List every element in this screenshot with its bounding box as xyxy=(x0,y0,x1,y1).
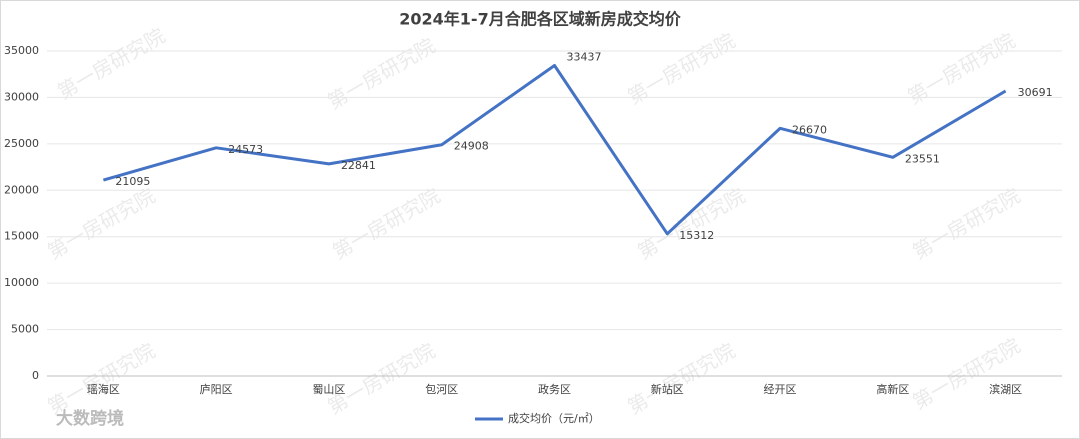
x-tick-label: 高新区 xyxy=(876,382,909,396)
data-label: 33437 xyxy=(567,51,602,64)
y-tick-label: 15000 xyxy=(4,230,39,243)
y-tick-label: 0 xyxy=(32,369,39,382)
x-tick-label: 庐阳区 xyxy=(200,382,233,396)
line xyxy=(102,64,1007,236)
x-tick-label: 蜀山区 xyxy=(312,383,345,396)
logo: 大数跨境 xyxy=(56,408,124,429)
data-label: 23551 xyxy=(905,152,940,165)
y-tick-label: 20000 xyxy=(4,183,39,196)
y-tick-label: 30000 xyxy=(4,90,39,103)
legend-label: 成交均价（元/㎡） xyxy=(508,411,600,425)
x-tick-label: 瑶海区 xyxy=(87,382,120,396)
data-label: 22841 xyxy=(341,159,376,172)
x-tick-label: 经开区 xyxy=(764,383,797,396)
data-label: 26670 xyxy=(792,123,827,136)
y-tick-label: 10000 xyxy=(4,276,39,289)
x-tick-label: 滨湖区 xyxy=(989,382,1022,396)
x-tick-label: 政务区 xyxy=(538,382,571,396)
data-label: 30691 xyxy=(1018,86,1053,99)
x-tick-label: 包河区 xyxy=(425,383,458,396)
data-label: 24573 xyxy=(228,143,263,156)
y-tick-label: 25000 xyxy=(4,137,39,150)
y-tick-label: 5000 xyxy=(11,323,39,336)
data-label: 15312 xyxy=(679,229,714,242)
x-tick-label: 新站区 xyxy=(651,382,684,396)
y-tick-label: 35000 xyxy=(4,44,39,57)
data-label: 21095 xyxy=(115,175,150,188)
data-label: 24908 xyxy=(454,140,489,153)
chart-title: 2024年1-7月合肥各区域新房成交均价 xyxy=(399,10,681,29)
